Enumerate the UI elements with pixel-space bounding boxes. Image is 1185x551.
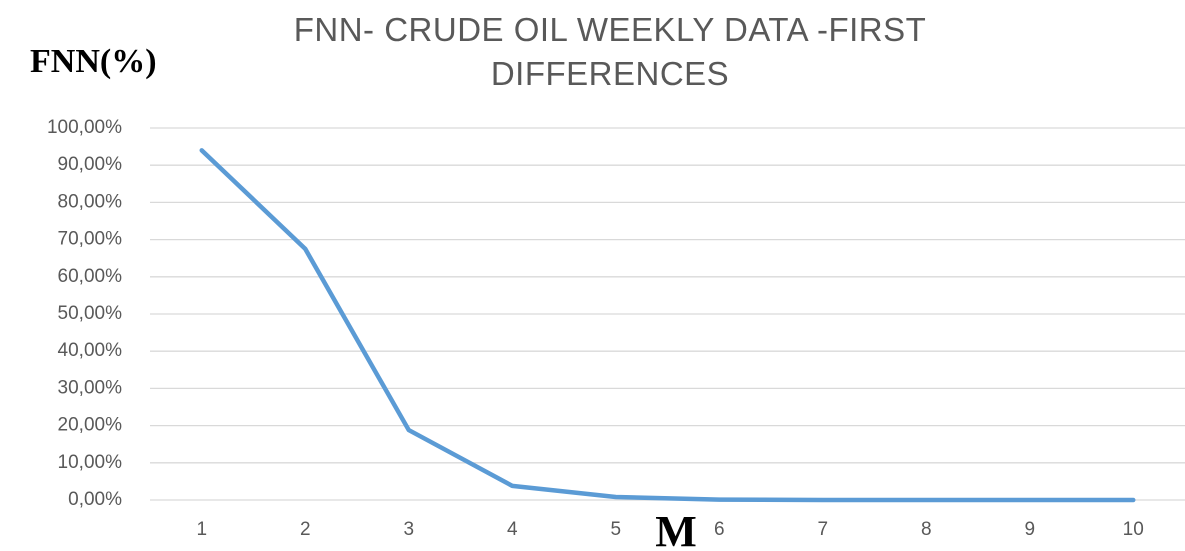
y-tick-label: 0,00% xyxy=(68,489,122,510)
chart-title: FNN- CRUDE OIL WEEKLY DATA -FIRST DIFFER… xyxy=(293,11,927,92)
y-tick-label: 60,00% xyxy=(58,266,123,287)
y-tick-label: 20,00% xyxy=(58,415,123,436)
x-tick-label: 5 xyxy=(610,519,621,540)
line-series xyxy=(199,148,1136,503)
x-tick-label: 8 xyxy=(921,519,932,540)
x-tick-label: 10 xyxy=(1123,519,1144,540)
x-tick-label: 9 xyxy=(1024,519,1035,540)
y-axis-label: FNN(%) xyxy=(30,43,157,80)
y-tick-label: 30,00% xyxy=(58,377,123,398)
x-tick-label: 6 xyxy=(714,519,725,540)
y-tick-label: 70,00% xyxy=(58,229,123,250)
y-tick-label: 10,00% xyxy=(58,452,123,473)
x-tick-label: 2 xyxy=(300,519,311,540)
x-tick-label: 1 xyxy=(196,519,207,540)
x-axis-label: M xyxy=(655,507,697,551)
y-tick-label: 40,00% xyxy=(58,340,123,361)
y-tick-label: 50,00% xyxy=(58,303,123,324)
x-tick-label: 7 xyxy=(817,519,828,540)
x-tick-label: 4 xyxy=(507,519,518,540)
y-tick-label: 100,00% xyxy=(47,117,122,138)
y-tick-label: 90,00% xyxy=(58,154,123,175)
y-tick-label: 80,00% xyxy=(58,191,123,212)
x-tick-label: 3 xyxy=(403,519,414,540)
